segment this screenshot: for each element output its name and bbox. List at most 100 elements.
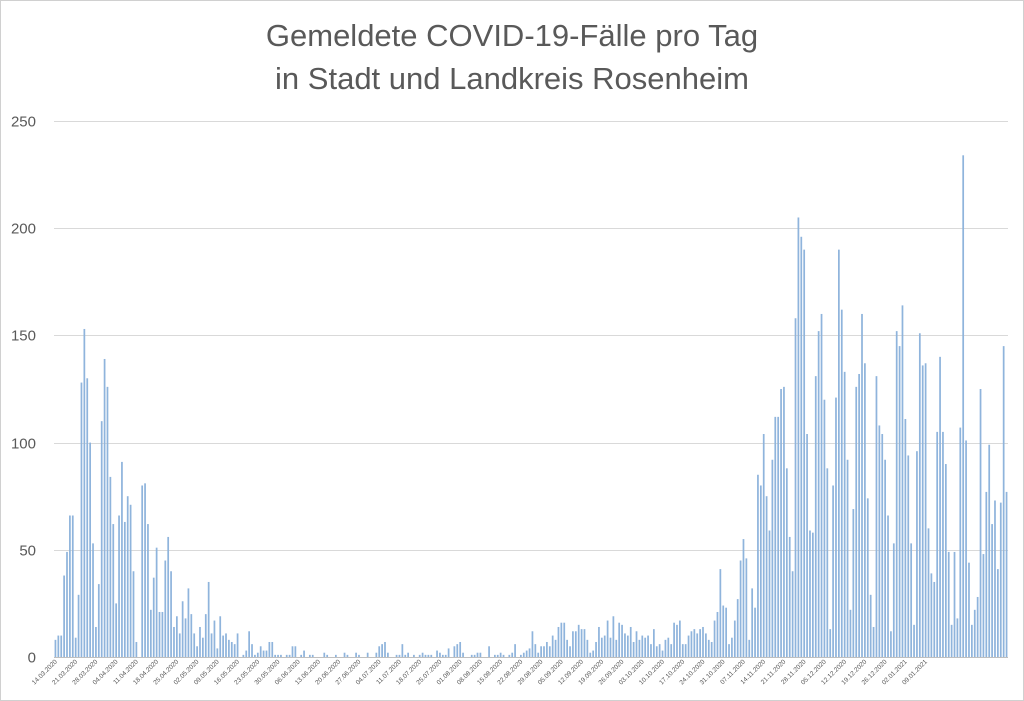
bar	[152, 577, 155, 657]
bar	[924, 363, 927, 657]
bar	[855, 386, 858, 657]
bar	[560, 622, 563, 657]
bar	[774, 416, 777, 657]
bar	[702, 626, 704, 657]
bar	[343, 652, 346, 657]
bar	[95, 626, 97, 657]
bar	[210, 633, 213, 657]
bar	[838, 249, 840, 657]
bar	[898, 346, 901, 657]
bar	[106, 386, 109, 657]
bar	[835, 397, 837, 657]
bar	[132, 571, 135, 657]
bar	[216, 648, 219, 657]
bar	[788, 536, 791, 657]
y-tick-label: 100	[11, 436, 36, 453]
bar	[476, 652, 479, 657]
bar	[404, 654, 407, 657]
bar	[956, 618, 959, 657]
bar	[944, 464, 947, 657]
bar	[852, 509, 855, 657]
bar	[647, 635, 649, 657]
bar	[190, 614, 193, 657]
bar	[999, 502, 1002, 657]
bar	[881, 434, 884, 657]
bar	[444, 654, 447, 657]
bar	[696, 633, 699, 657]
bar	[453, 646, 456, 657]
bar	[959, 427, 962, 657]
bar	[496, 654, 499, 657]
bar	[777, 416, 780, 657]
bar	[184, 618, 187, 657]
bar	[846, 459, 849, 657]
bar	[661, 650, 664, 657]
bar	[866, 498, 869, 657]
bar	[387, 652, 389, 657]
bar	[670, 644, 673, 657]
bar	[719, 569, 722, 657]
bar	[933, 581, 936, 657]
bar	[887, 515, 889, 657]
bar	[554, 639, 557, 657]
bar	[641, 635, 644, 657]
bar	[92, 543, 94, 657]
bar	[126, 496, 129, 657]
bar	[785, 468, 788, 657]
bar	[204, 614, 207, 657]
bar	[997, 569, 999, 657]
bar	[650, 644, 652, 657]
bar	[710, 641, 713, 657]
bar	[864, 363, 866, 657]
bar	[621, 624, 623, 657]
y-tick-label: 250	[11, 114, 36, 131]
bar	[280, 654, 282, 657]
bar	[129, 504, 132, 657]
bar	[311, 654, 314, 657]
bars	[54, 155, 1008, 658]
bar	[225, 633, 227, 657]
bar	[366, 652, 369, 657]
bar	[875, 376, 878, 657]
bar	[814, 376, 817, 657]
bar	[522, 652, 525, 657]
bar	[540, 646, 542, 657]
y-axis-ticks: 0 50 100 150 200 250	[11, 114, 36, 667]
bar	[968, 562, 970, 657]
bar	[563, 622, 566, 657]
bar	[895, 331, 898, 657]
bar	[667, 637, 670, 657]
bar	[626, 635, 629, 657]
bar	[976, 596, 979, 657]
bar	[121, 461, 123, 657]
bar	[413, 654, 415, 657]
bar	[228, 639, 230, 657]
bar	[681, 644, 684, 657]
bar	[479, 652, 482, 657]
bar	[890, 631, 892, 657]
bar	[543, 646, 545, 657]
bar	[797, 217, 800, 658]
bar	[739, 560, 742, 657]
bar	[508, 654, 511, 657]
bar	[612, 616, 615, 657]
bar	[939, 356, 941, 657]
bar	[918, 333, 921, 657]
bar	[77, 594, 80, 657]
bar	[551, 635, 554, 657]
bar	[826, 468, 829, 657]
bar	[759, 485, 762, 657]
bar	[274, 654, 277, 657]
bar	[722, 605, 725, 657]
bar	[904, 419, 907, 657]
bar	[109, 476, 112, 657]
bar	[872, 626, 875, 657]
bar	[829, 629, 832, 657]
y-tick-label: 50	[19, 543, 36, 560]
bar	[69, 515, 71, 657]
bar	[262, 650, 265, 657]
bar	[358, 654, 360, 657]
bar	[115, 603, 118, 657]
bar	[910, 543, 913, 657]
bar	[355, 652, 357, 657]
